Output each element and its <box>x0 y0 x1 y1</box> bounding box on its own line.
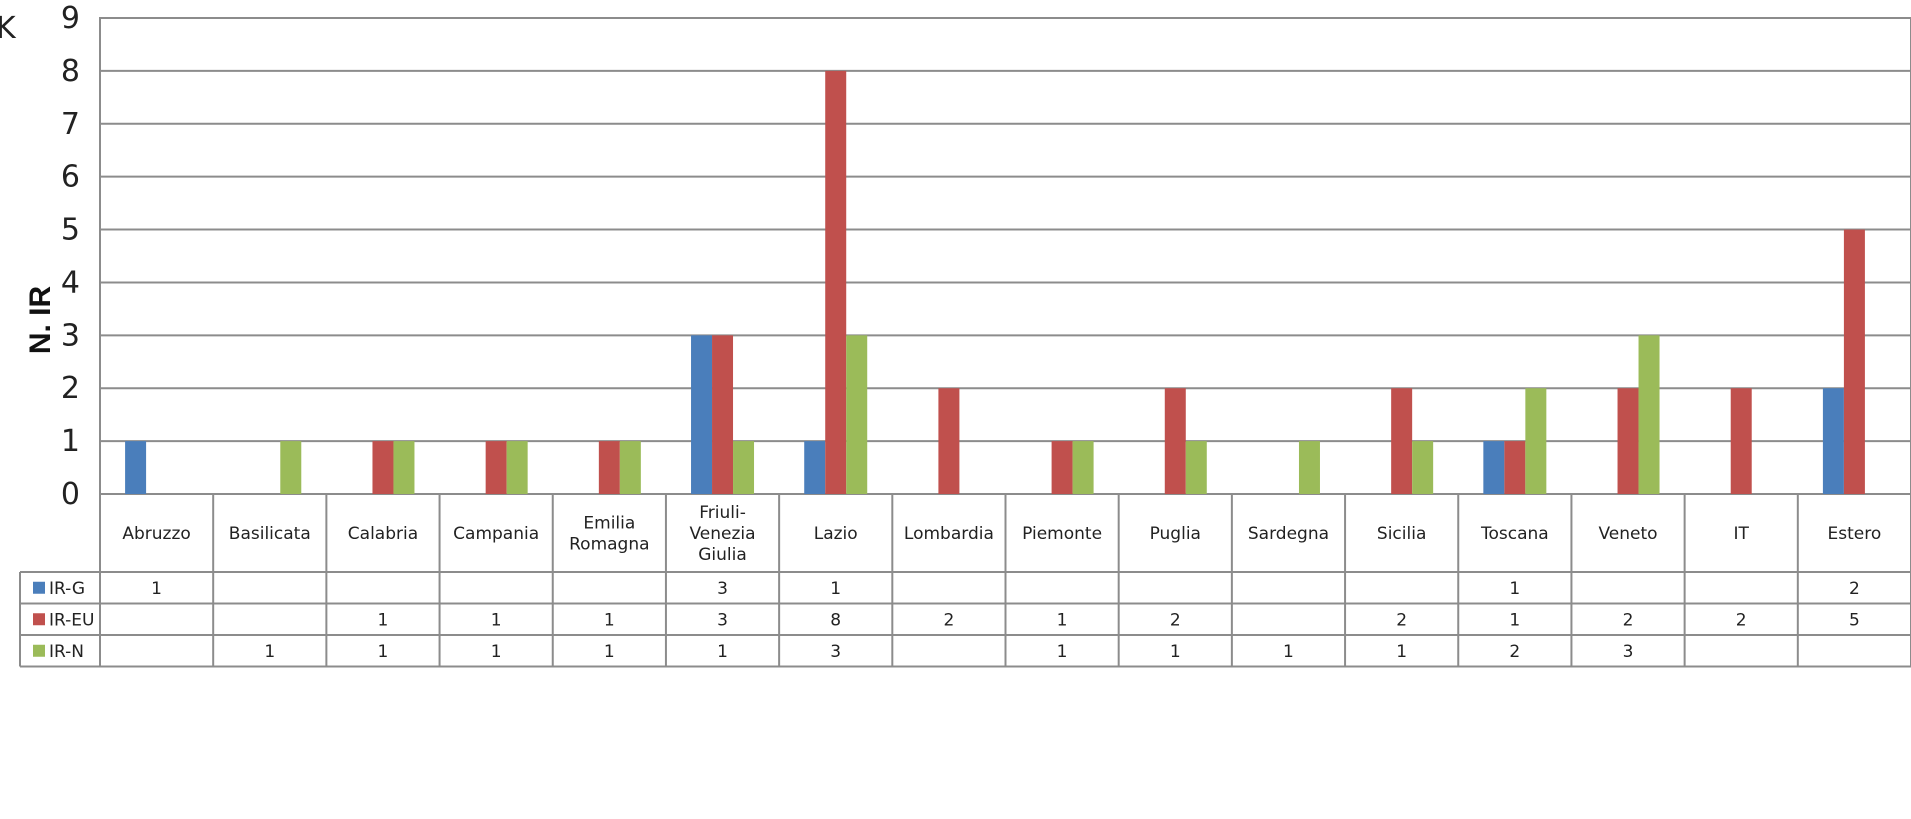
bar-ir-eu <box>1730 388 1752 494</box>
bars <box>125 70 1865 495</box>
category-label: Puglia <box>1150 524 1201 544</box>
category-label: Abruzzo <box>122 524 190 544</box>
data-label: 2 <box>1509 642 1520 662</box>
bar-ir-eu <box>372 441 394 494</box>
bar-ir-n <box>1072 441 1094 494</box>
bar-ir-n <box>619 441 641 494</box>
bar-ir-eu <box>938 388 960 494</box>
bar-ir-n <box>1185 441 1207 494</box>
data-label: 2 <box>1396 610 1407 630</box>
data-label: 2 <box>1623 610 1634 630</box>
bar-ir-n <box>393 441 415 494</box>
y-tick-label: 7 <box>61 107 80 142</box>
category-label: IT <box>1734 524 1750 544</box>
legend-key-ir-n <box>33 644 45 657</box>
category-label: Sardegna <box>1248 524 1329 544</box>
data-label: 2 <box>1170 610 1181 630</box>
y-tick-label: 8 <box>61 54 80 89</box>
y-tick-label: 2 <box>61 371 80 406</box>
series-label: IR-N <box>49 642 84 662</box>
data-label: 1 <box>151 579 162 599</box>
data-label: 1 <box>378 610 389 630</box>
data-label: 1 <box>717 642 728 662</box>
y-tick-label: 3 <box>61 318 80 353</box>
bar-ir-n <box>1298 441 1320 494</box>
data-label: 1 <box>1170 642 1181 662</box>
data-label: 1 <box>1509 579 1520 599</box>
data-label: 3 <box>717 610 728 630</box>
bar-ir-eu <box>485 441 507 494</box>
category-label: Toscana <box>1480 524 1549 544</box>
bar-ir-eu <box>1504 441 1526 494</box>
data-label: 3 <box>830 642 841 662</box>
category-label: Piemonte <box>1022 524 1102 544</box>
bar-ir-eu <box>1164 388 1186 494</box>
bar-ir-n <box>1525 388 1547 494</box>
data-label: 3 <box>1623 642 1634 662</box>
data-label: 1 <box>830 579 841 599</box>
y-tick-label: 4 <box>61 265 80 300</box>
data-label: 8 <box>830 610 841 630</box>
data-label: 3 <box>717 579 728 599</box>
data-label: 1 <box>1283 642 1294 662</box>
bar-ir-g <box>1483 441 1505 494</box>
category-label: Veneto <box>1598 524 1657 544</box>
data-label: 1 <box>491 610 502 630</box>
bar-ir-eu <box>1391 388 1413 494</box>
legend-key-ir-g <box>33 581 45 594</box>
y-tick-label: 5 <box>61 213 80 248</box>
y-axis-label: N. IR <box>24 286 57 355</box>
y-tick-labels: 0 1 2 3 4 5 6 7 8 9 <box>61 1 80 512</box>
bar-ir-n <box>733 441 755 494</box>
bar-ir-n <box>506 441 528 494</box>
category-label: Lazio <box>814 524 858 544</box>
bar-ir-eu <box>598 441 620 494</box>
category-label: Calabria <box>348 524 418 544</box>
data-label: 1 <box>378 642 389 662</box>
data-label: 1 <box>604 642 615 662</box>
data-table: Abruzzo Basilicata Calabria Campania Emilia R… <box>19 494 1911 668</box>
category-label: Campania <box>453 524 539 544</box>
data-label: 2 <box>1736 610 1747 630</box>
y-tick-label: 0 <box>61 477 80 512</box>
data-label: 1 <box>491 642 502 662</box>
bar-ir-eu <box>1051 441 1073 494</box>
category-label: Emilia Romagna <box>569 514 649 555</box>
data-label: 2 <box>1849 579 1860 599</box>
legend-key-ir-eu <box>33 613 45 626</box>
data-label: 5 <box>1849 610 1860 630</box>
bar-ir-n <box>1412 441 1434 494</box>
series-label: IR-G <box>49 579 85 599</box>
y-tick-label: 6 <box>61 160 80 195</box>
bar-ir-n <box>280 441 302 494</box>
y-tick-label: 1 <box>61 424 80 459</box>
data-label: 1 <box>1396 642 1407 662</box>
series-label: IR-EU <box>49 610 94 630</box>
bar-ir-eu <box>1617 388 1639 494</box>
data-label: 2 <box>943 610 954 630</box>
data-label: 1 <box>1509 610 1520 630</box>
bar-ir-eu <box>1843 229 1865 495</box>
data-label: 1 <box>264 642 275 662</box>
y-tick-label: 9 <box>61 1 80 36</box>
category-label: Friuli-Venezia Giulia <box>689 503 755 565</box>
bar-ir-eu <box>825 70 847 494</box>
data-label: 1 <box>604 610 615 630</box>
bar-ir-eu <box>712 335 734 494</box>
corner-mark: K <box>0 11 17 46</box>
bar-ir-g <box>691 335 713 494</box>
bar-ir-g <box>804 441 826 494</box>
category-label: Estero <box>1828 524 1882 544</box>
bar-ir-g <box>125 441 147 494</box>
bar-ir-n <box>846 335 868 494</box>
category-label: Basilicata <box>229 524 311 544</box>
category-label: Sicilia <box>1377 524 1426 544</box>
bar-ir-n <box>1638 335 1660 494</box>
bar-ir-g <box>1822 388 1844 494</box>
data-label: 1 <box>1057 642 1068 662</box>
category-label: Lombardia <box>904 524 994 544</box>
data-label: 1 <box>1057 610 1068 630</box>
